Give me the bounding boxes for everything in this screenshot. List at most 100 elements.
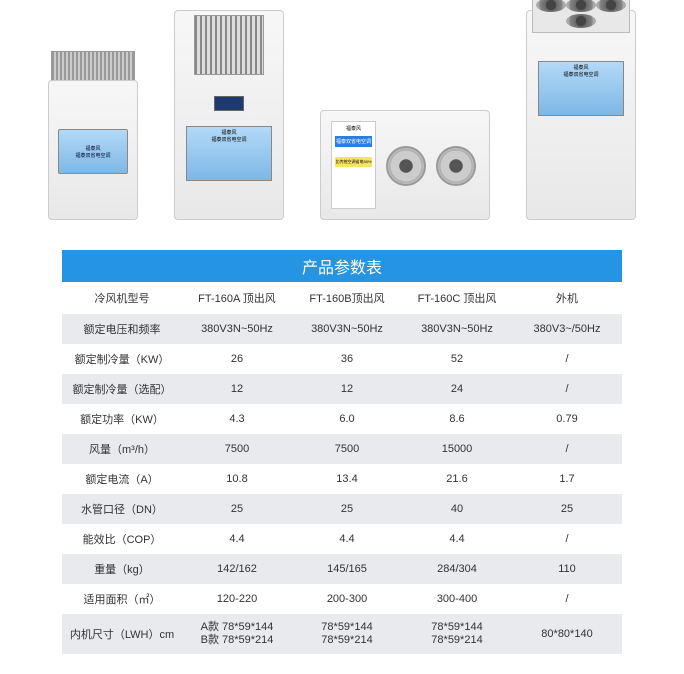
- cell-c1: 4.3: [182, 404, 292, 434]
- brand-text: 福泰风: [573, 65, 588, 71]
- cell-c3a: 78*59*144: [431, 621, 482, 633]
- cell-c1: 12: [182, 374, 292, 404]
- unit2-body: 福泰风 福泰双省电空调: [174, 10, 284, 220]
- header-c3: FT-160C 顶出风: [402, 282, 512, 314]
- header-row: 冷风机型号 FT-160A 顶出风 FT-160B顶出风 FT-160C 顶出风…: [62, 282, 622, 314]
- cell-c2: 25: [292, 494, 402, 524]
- cell-c1: A款 78*59*144 B款 78*59*214: [182, 614, 292, 654]
- table-row: 额定电流（A）10.813.421.61.7: [62, 464, 622, 494]
- header-c1: FT-160A 顶出风: [182, 282, 292, 314]
- unit3-body: 福泰风 福泰双省电空调 比传统空调省电50%: [320, 110, 490, 220]
- table-title: 产品参数表: [62, 250, 622, 282]
- cell-c3: 380V3N~50Hz: [402, 314, 512, 344]
- cell-c3: 24: [402, 374, 512, 404]
- cell-c2: 200-300: [292, 584, 402, 614]
- cell-c2: 12: [292, 374, 402, 404]
- cell-c3: 8.6: [402, 404, 512, 434]
- cell-label: 适用面积（㎡）: [62, 584, 182, 614]
- table-row: 能效比（COP）4.44.44.4/: [62, 524, 622, 554]
- cell-c4: /: [512, 584, 622, 614]
- brand-text: 福泰风: [85, 145, 100, 152]
- cell-c1b: B款 78*59*214: [201, 634, 274, 646]
- cell-c2: 36: [292, 344, 402, 374]
- cell-c4: 380V3~/50Hz: [512, 314, 622, 344]
- cell-c1: 7500: [182, 434, 292, 464]
- title-row: 产品参数表: [62, 250, 622, 282]
- unit4-top-fans: [532, 0, 630, 33]
- slogan1-text: 福泰双省电空调: [335, 136, 372, 147]
- header-c2: FT-160B顶出风: [292, 282, 402, 314]
- page: 福泰风 福泰双省电空调 福泰风 福泰双省电空调 福泰风 福泰双省电空调: [0, 0, 684, 654]
- unit1-grill-icon: [51, 51, 135, 81]
- cell-c1: 120-220: [182, 584, 292, 614]
- table-row: 重量（kg）142/162145/165284/304110: [62, 554, 622, 584]
- cell-c3: 52: [402, 344, 512, 374]
- cell-label: 内机尺寸（LWH）cm: [62, 614, 182, 654]
- cell-c2: 4.4: [292, 524, 402, 554]
- cell-c4: 25: [512, 494, 622, 524]
- fan-icon: [566, 14, 596, 28]
- cell-label: 能效比（COP）: [62, 524, 182, 554]
- cell-c3: 300-400: [402, 584, 512, 614]
- fan-icon: [536, 0, 566, 12]
- cell-c2: 6.0: [292, 404, 402, 434]
- table-row: 额定电压和频率380V3N~50Hz380V3N~50Hz380V3N~50Hz…: [62, 314, 622, 344]
- fan-port-icon: [436, 146, 476, 186]
- cell-label: 水管口径（DN）: [62, 494, 182, 524]
- cell-label: 额定功率（KW）: [62, 404, 182, 434]
- cell-c1: 380V3N~50Hz: [182, 314, 292, 344]
- table-row: 额定制冷量（选配）121224/: [62, 374, 622, 404]
- table-row: 水管口径（DN）25254025: [62, 494, 622, 524]
- fan-icon: [566, 0, 596, 12]
- cell-c4: 0.79: [512, 404, 622, 434]
- header-c4: 外机: [512, 282, 622, 314]
- cell-c2: 13.4: [292, 464, 402, 494]
- unit2-grill-icon: [194, 15, 264, 75]
- fan-port-icon: [386, 146, 426, 186]
- cell-c2b: 78*59*214: [321, 634, 372, 646]
- product-images-row: 福泰风 福泰双省电空调 福泰风 福泰双省电空调 福泰风 福泰双省电空调: [0, 0, 684, 240]
- cell-label: 额定制冷量（选配）: [62, 374, 182, 404]
- cell-c4: /: [512, 434, 622, 464]
- cell-c1: 4.4: [182, 524, 292, 554]
- cell-c1a: A款 78*59*144: [201, 621, 274, 633]
- cell-c3: 4.4: [402, 524, 512, 554]
- brand-text: 福泰风: [335, 125, 372, 132]
- product-1: 福泰风 福泰双省电空调: [48, 51, 138, 220]
- unit4-body: 福泰风 福泰双省电空调: [526, 10, 636, 220]
- unit4-panel: 福泰风 福泰双省电空调: [538, 61, 624, 116]
- table-row: 风量（m³/h）7500750015000/: [62, 434, 622, 464]
- fan-icon: [596, 0, 626, 12]
- cell-c3: 284/304: [402, 554, 512, 584]
- cell-c1: 142/162: [182, 554, 292, 584]
- header-label: 冷风机型号: [62, 282, 182, 314]
- cell-c2: 145/165: [292, 554, 402, 584]
- cell-label: 风量（m³/h）: [62, 434, 182, 464]
- cell-c2: 7500: [292, 434, 402, 464]
- table-row: 适用面积（㎡）120-220200-300300-400/: [62, 584, 622, 614]
- table-row-last: 内机尺寸（LWH）cm A款 78*59*144 B款 78*59*214 78…: [62, 614, 622, 654]
- product-4: 福泰风 福泰双省电空调: [526, 10, 636, 220]
- cell-label: 额定制冷量（KW）: [62, 344, 182, 374]
- cell-c4: 1.7: [512, 464, 622, 494]
- brand-text: 福泰风: [221, 130, 236, 136]
- cell-c1: 10.8: [182, 464, 292, 494]
- cell-c3: 78*59*144 78*59*214: [402, 614, 512, 654]
- slogan2-text: 比传统空调省电50%: [335, 157, 372, 167]
- unit2-panel: 福泰风 福泰双省电空调: [186, 126, 272, 181]
- slogan-text: 福泰双省电空调: [563, 72, 598, 78]
- cell-c4: 110: [512, 554, 622, 584]
- unit1-panel: 福泰风 福泰双省电空调: [58, 129, 128, 174]
- cell-c4: 80*80*140: [512, 614, 622, 654]
- cell-c3: 15000: [402, 434, 512, 464]
- table-row: 额定功率（KW）4.36.08.60.79: [62, 404, 622, 434]
- cell-c1: 26: [182, 344, 292, 374]
- unit1-body: 福泰风 福泰双省电空调: [48, 80, 138, 220]
- unit2-display-icon: [214, 96, 244, 111]
- product-3: 福泰风 福泰双省电空调 比传统空调省电50%: [320, 110, 490, 220]
- table-row: 额定制冷量（KW）263652/: [62, 344, 622, 374]
- cell-label: 重量（kg）: [62, 554, 182, 584]
- product-2: 福泰风 福泰双省电空调: [174, 10, 284, 220]
- slogan-text: 福泰双省电空调: [75, 152, 110, 159]
- cell-c3: 40: [402, 494, 512, 524]
